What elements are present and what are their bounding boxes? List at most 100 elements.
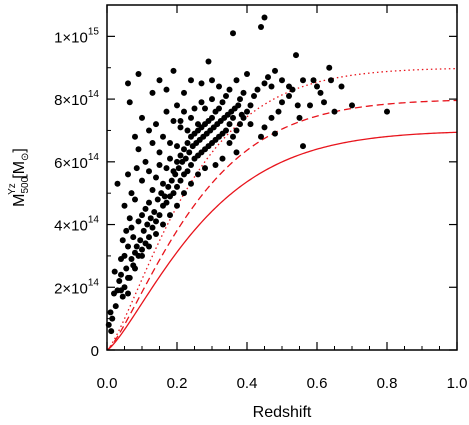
data-point	[202, 105, 208, 112]
data-point	[317, 89, 324, 96]
data-point	[128, 190, 135, 197]
data-point	[146, 199, 152, 206]
data-point	[188, 77, 194, 84]
plot-frame	[106, 4, 458, 351]
data-point	[174, 143, 180, 150]
data-point	[153, 218, 159, 225]
data-point	[107, 309, 114, 316]
data-point	[226, 86, 233, 93]
data-point	[188, 180, 194, 187]
data-point	[125, 80, 131, 87]
data-point	[174, 158, 180, 165]
data-point	[132, 196, 138, 203]
data-point	[202, 165, 208, 172]
data-point	[181, 89, 187, 96]
data-point	[331, 108, 338, 115]
data-point	[268, 83, 275, 90]
data-point	[223, 92, 229, 99]
data-point	[121, 202, 128, 209]
data-point	[153, 174, 159, 181]
data-point	[195, 171, 201, 178]
data-point	[163, 108, 170, 115]
data-point	[184, 140, 191, 146]
data-point	[174, 202, 180, 209]
data-point	[146, 127, 152, 134]
data-point	[235, 102, 242, 109]
data-point	[230, 133, 236, 140]
data-point	[251, 92, 257, 99]
data-point	[300, 77, 306, 84]
data-point	[126, 215, 133, 222]
data-point	[123, 265, 130, 272]
data-point	[125, 274, 131, 281]
y-tick-label: 0	[91, 343, 99, 360]
data-point	[133, 165, 140, 172]
data-point	[125, 243, 131, 250]
data-point	[133, 243, 140, 250]
data-point	[156, 149, 163, 156]
data-point	[153, 121, 159, 128]
y-axis-title-unit-close: ]	[11, 148, 28, 152]
data-point	[237, 121, 243, 128]
data-point	[258, 23, 264, 30]
x-tick-label: 0.2	[167, 375, 188, 392]
data-point	[109, 315, 116, 322]
data-point	[170, 190, 177, 197]
data-point	[272, 67, 278, 74]
curve-dotted	[106, 67, 458, 351]
data-point	[116, 278, 123, 284]
data-point	[268, 114, 275, 121]
data-point	[118, 271, 124, 278]
data-point	[151, 209, 158, 215]
x-axis-ticks: 0.0 0.2 0.4 0.6 0.8 1.0	[97, 5, 468, 392]
data-point	[172, 171, 179, 178]
data-point	[167, 155, 173, 162]
data-point	[279, 77, 285, 84]
data-point	[149, 140, 156, 146]
y-axis-title: M500Yz [M⊙]	[7, 148, 31, 207]
data-point	[156, 212, 163, 219]
data-point	[123, 227, 130, 234]
data-point	[254, 86, 261, 93]
y-axis-title-subscript: 500	[20, 176, 31, 193]
data-point	[154, 196, 161, 203]
data-point	[286, 83, 292, 90]
data-point	[209, 77, 215, 84]
data-point	[219, 99, 226, 106]
data-point	[156, 77, 163, 84]
data-point	[168, 177, 175, 184]
data-point	[111, 268, 118, 275]
data-point	[130, 234, 137, 241]
data-point	[240, 89, 247, 96]
data-point	[275, 108, 282, 115]
data-point	[177, 152, 184, 159]
data-point	[310, 77, 317, 84]
data-point	[149, 187, 156, 194]
data-point	[272, 130, 278, 137]
data-point	[139, 252, 145, 259]
data-point	[121, 252, 128, 259]
data-point	[139, 114, 145, 121]
y-axis-ticks: 0 2×1014 4×1014 6×1014 8×1014 1×1015	[54, 26, 457, 360]
data-point	[233, 77, 240, 84]
data-point	[160, 180, 166, 187]
data-point	[279, 99, 285, 106]
data-point	[244, 71, 250, 77]
data-point	[132, 133, 138, 140]
x-tick-label: 1.0	[447, 375, 468, 392]
data-point	[177, 177, 184, 184]
y-tick-label: 8×1014	[54, 89, 99, 109]
data-point	[112, 303, 119, 310]
data-point	[146, 168, 152, 175]
data-point	[177, 118, 184, 125]
data-point	[212, 161, 219, 168]
data-point	[160, 221, 166, 228]
y-axis-title-main: M	[11, 194, 28, 207]
y-tick-label: 1×1015	[54, 26, 99, 46]
data-point	[188, 114, 194, 121]
data-point	[247, 102, 254, 109]
data-point	[230, 30, 236, 37]
data-point	[126, 99, 133, 106]
data-point	[153, 230, 159, 237]
data-point	[163, 86, 170, 93]
